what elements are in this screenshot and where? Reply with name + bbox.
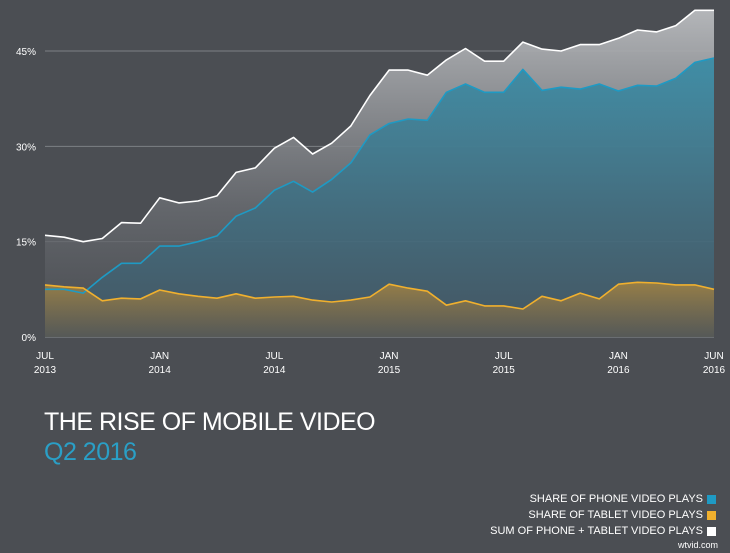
y-tick-label: 0% <box>22 333 37 344</box>
x-tick-label: JUL <box>495 351 513 362</box>
legend-label: SHARE OF TABLET VIDEO PLAYS <box>528 509 703 521</box>
x-tick-label: 2014 <box>263 365 286 376</box>
legend-item-tablet: SHARE OF TABLET VIDEO PLAYS <box>490 507 716 523</box>
y-tick-label: 30% <box>16 142 36 153</box>
x-tick-label: 2013 <box>34 365 57 376</box>
legend-item-phone: SHARE OF PHONE VIDEO PLAYS <box>490 491 716 507</box>
sum-line <box>44 9 714 243</box>
x-tick-label: JUL <box>36 351 54 362</box>
x-tick-label: JUN <box>704 351 723 362</box>
y-tick-label: 45% <box>16 47 36 58</box>
x-tick-label: JAN <box>609 351 628 362</box>
y-tick-label: 15% <box>16 238 36 249</box>
legend: SHARE OF PHONE VIDEO PLAYS SHARE OF TABL… <box>490 491 716 539</box>
x-tick-label: 2016 <box>607 365 630 376</box>
chart-subtitle: Q2 2016 <box>44 438 137 466</box>
phone-line <box>45 57 715 294</box>
legend-label: SUM OF PHONE + TABLET VIDEO PLAYS <box>490 525 703 537</box>
legend-swatch <box>707 510 716 520</box>
tablet-line <box>44 281 715 310</box>
x-tick-label: 2014 <box>149 365 172 376</box>
phone-area <box>45 58 714 337</box>
x-tick-label: 2015 <box>378 365 401 376</box>
legend-swatch <box>707 526 716 536</box>
x-tick-label: 2016 <box>703 365 726 376</box>
tablet-area <box>45 282 714 337</box>
x-tick-label: JUL <box>265 351 283 362</box>
chart-title: THE RISE OF MOBILE VIDEO <box>44 408 376 436</box>
x-tick-label: 2015 <box>493 365 516 376</box>
legend-label: SHARE OF PHONE VIDEO PLAYS <box>529 493 703 505</box>
legend-swatch <box>707 494 716 504</box>
x-tick-label: JAN <box>150 351 169 362</box>
area-chart: 0% 15% 30% 45% JUL 2013 JAN 2014 JUL 2014 JAN 2015… <box>16 9 726 376</box>
x-tick-label: JAN <box>380 351 399 362</box>
watermark: wtvid.com <box>677 540 718 550</box>
legend-item-sum: SUM OF PHONE + TABLET VIDEO PLAYS <box>490 523 716 539</box>
